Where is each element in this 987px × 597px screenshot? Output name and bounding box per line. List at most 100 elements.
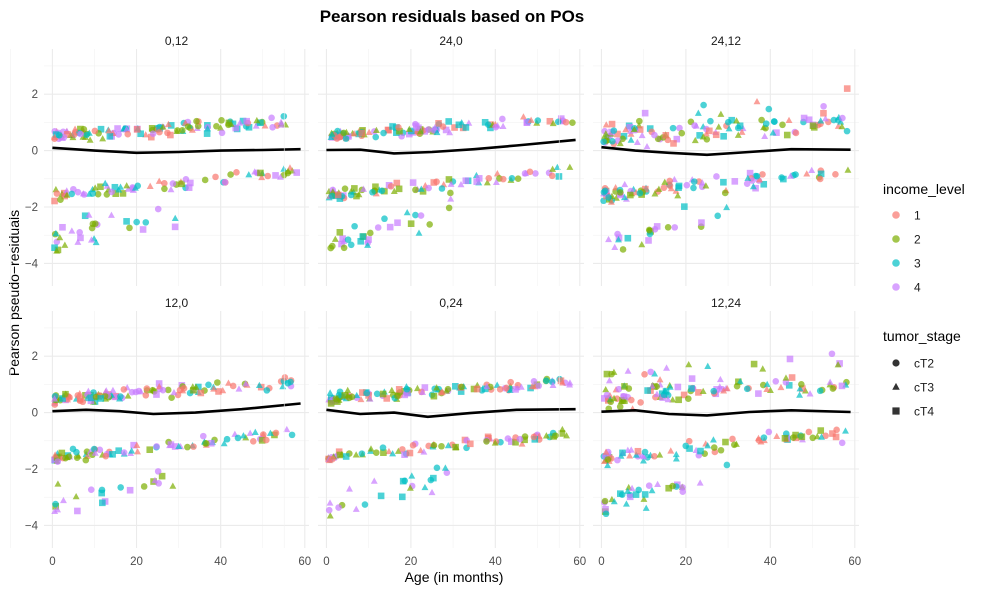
- scatter-point: [85, 211, 93, 218]
- scatter-point: [605, 194, 612, 201]
- scatter-point: [671, 224, 679, 231]
- scatter-point: [433, 128, 441, 136]
- scatter-point: [622, 126, 630, 133]
- scatter-point: [412, 186, 419, 194]
- scatter-point: [609, 138, 616, 145]
- legend-stage-key: [892, 407, 900, 415]
- scatter-point: [630, 125, 638, 133]
- scatter-point: [263, 436, 270, 444]
- scatter-point: [405, 125, 413, 132]
- scatter-point: [627, 191, 634, 199]
- scatter-point: [669, 396, 677, 403]
- scatter-point: [717, 446, 725, 454]
- scatter-point: [102, 387, 110, 394]
- scatter-point: [372, 183, 379, 191]
- scatter-point: [153, 443, 160, 450]
- scatter-point: [522, 169, 530, 177]
- scatter-point: [646, 125, 654, 132]
- scatter-point: [704, 362, 712, 369]
- y-tick-label: 2: [32, 351, 38, 363]
- scatter-point: [645, 482, 653, 490]
- scatter-point: [139, 226, 147, 233]
- scatter-point: [373, 449, 380, 457]
- scatter-point: [188, 126, 196, 133]
- scatter-point: [661, 387, 669, 394]
- scatter-point: [51, 133, 59, 141]
- scatter-point: [759, 171, 766, 178]
- scatter-point: [82, 456, 90, 464]
- scatter-point: [755, 390, 762, 397]
- scatter-point: [601, 497, 609, 505]
- scatter-point: [123, 182, 131, 189]
- scatter-point: [367, 445, 375, 452]
- scatter-point: [499, 175, 507, 183]
- scatter-point: [326, 499, 334, 506]
- scatter-point: [713, 173, 720, 180]
- scatter-point: [185, 184, 193, 191]
- scatter-point: [647, 368, 655, 376]
- scatter-point: [409, 179, 417, 186]
- scatter-point: [607, 198, 615, 205]
- scatter-point: [627, 446, 635, 453]
- scatter-point: [452, 383, 459, 390]
- scatter-point: [622, 500, 630, 507]
- scatter-point: [809, 122, 817, 130]
- scatter-point: [367, 229, 374, 237]
- scatter-point: [421, 483, 429, 491]
- scatter-point: [822, 432, 829, 440]
- scatter-point: [380, 129, 387, 137]
- scatter-point: [133, 126, 141, 133]
- scatter-point: [707, 117, 714, 125]
- scatter-point: [57, 196, 64, 204]
- scatter-point: [340, 237, 348, 244]
- scatter-point: [71, 125, 79, 132]
- scatter-point: [683, 181, 691, 189]
- scatter-point: [154, 468, 162, 475]
- scatter-point: [602, 385, 610, 393]
- scatter-point: [690, 178, 698, 185]
- x-axis-title: Age (in months): [405, 569, 504, 585]
- scatter-point: [176, 386, 184, 394]
- scatter-point: [229, 382, 237, 390]
- scatter-point: [826, 378, 834, 385]
- scatter-point: [178, 180, 185, 188]
- scatter-point: [388, 386, 396, 393]
- scatter-point: [205, 381, 212, 389]
- scatter-point: [278, 121, 285, 128]
- scatter-point: [552, 432, 559, 439]
- scatter-point: [507, 378, 515, 386]
- scatter-point: [643, 142, 651, 150]
- scatter-point: [119, 190, 127, 197]
- scatter-point: [351, 185, 358, 192]
- scatter-point: [350, 130, 358, 137]
- scatter-point: [660, 184, 668, 192]
- scatter-point: [678, 129, 686, 137]
- scatter-point: [124, 130, 132, 138]
- scatter-point: [51, 244, 58, 252]
- scatter-point: [666, 182, 674, 190]
- scatter-point: [760, 434, 768, 441]
- scatter-point: [344, 236, 352, 243]
- scatter-point: [714, 212, 722, 220]
- scatter-point: [76, 228, 83, 236]
- scatter-point: [76, 389, 84, 397]
- scatter-point: [798, 433, 806, 441]
- scatter-point: [508, 174, 516, 182]
- scatter-point: [338, 240, 345, 248]
- scatter-point: [523, 119, 531, 126]
- scatter-point: [359, 389, 366, 396]
- scatter-point: [431, 123, 439, 131]
- scatter-point: [626, 123, 634, 131]
- scatter-point: [616, 139, 624, 147]
- scatter-point: [602, 130, 610, 137]
- scatter-point: [481, 118, 489, 126]
- scatter-point: [785, 116, 793, 124]
- smooth-line: [326, 407, 576, 419]
- legend-income-label: 4: [914, 281, 921, 295]
- scatter-point: [214, 379, 221, 386]
- scatter-point: [74, 188, 82, 196]
- scatter-point: [370, 477, 378, 484]
- scatter-point: [252, 122, 260, 129]
- scatter-point: [662, 132, 670, 139]
